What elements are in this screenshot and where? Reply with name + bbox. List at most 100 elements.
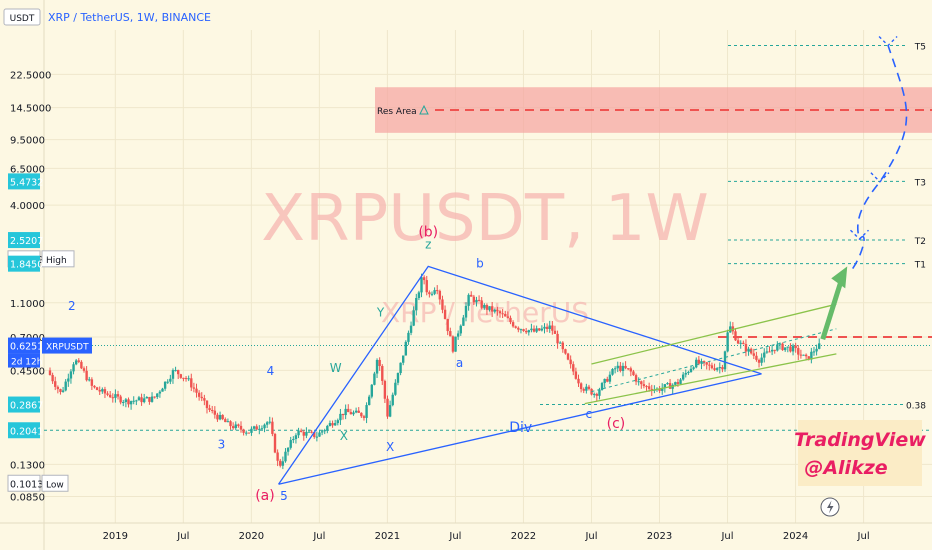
level-label-2: T2 [914,237,926,247]
candle-116 [352,412,355,415]
candle-187 [538,328,541,331]
candle-150 [441,299,444,310]
wave-label-8: 4 [267,364,275,378]
candle-242 [681,374,685,380]
candle-258 [723,351,727,370]
price-box-tag2-bg-4 [8,353,40,368]
candle-191 [548,325,551,329]
candle-196 [561,342,565,350]
candle-202 [577,378,580,384]
price-box-tag-2: High [46,256,67,266]
candle-7 [67,378,70,382]
candle-96 [299,430,303,432]
candle-4 [59,389,62,392]
price-box-tag-4: XRPUSDT [46,343,89,353]
x-tick-5: Jul [448,531,461,542]
candle-204 [582,389,585,391]
wave-label-6: X [340,429,348,443]
candle-177 [511,322,515,327]
candle-161 [470,294,473,297]
candle-44 [163,381,167,389]
y-tick-0: 22.5000 [10,70,51,81]
x-tick-7: Jul [584,531,597,542]
candle-109 [333,423,337,426]
candle-147 [433,290,436,294]
candle-212 [603,378,606,384]
candle-132 [394,382,397,395]
candle-228 [645,386,648,388]
candle-197 [564,349,567,354]
candle-275 [768,351,771,353]
candle-222 [629,368,633,372]
candle-174 [504,313,507,317]
wave-label-15: (c) [607,416,626,432]
candle-293 [815,348,818,352]
y-tick-9: 0.0850 [10,493,45,504]
wave-label-14: c [585,407,592,421]
candle-192 [551,325,554,331]
candle-163 [475,299,478,303]
price-box-tag-bg-4 [42,337,92,354]
candle-36 [142,398,146,403]
candle-130 [388,405,392,417]
candle-189 [543,326,546,329]
candle-199 [569,359,572,365]
y-tick-5: 1.1000 [10,299,45,310]
y-tick-2: 9.5000 [10,136,45,147]
candle-68 [226,421,230,423]
candle-30 [127,399,130,405]
candle-186 [535,328,538,332]
candle-246 [692,367,695,369]
candle-144 [425,280,428,293]
projection-peak-2 [878,35,898,47]
candle-131 [391,394,394,406]
y-tick-8: 0.1300 [10,460,45,471]
x-tick-9: Jul [720,531,733,542]
price-box-7 [7,474,41,492]
candle-291 [810,351,813,360]
candle-188 [540,328,544,331]
candle-153 [449,331,452,337]
x-tick-3: Jul [312,531,325,542]
candle-108 [331,423,334,426]
projection-arrow-head [831,266,848,289]
candle-270 [755,355,758,360]
candle-95 [297,430,300,436]
x-tick-11: Jul [857,531,870,542]
currency-badge[interactable] [3,8,41,26]
x-tick-4: 2021 [375,531,400,542]
candle-290 [807,356,810,360]
candle-47 [171,370,175,379]
candle-28 [122,402,125,404]
y-tick-4: 4.0000 [10,201,45,212]
candle-57 [197,392,201,397]
projection-curve [852,45,908,269]
candle-289 [804,354,808,357]
wave-label-1: z [425,238,431,252]
candle-237 [668,383,672,389]
candle-2 [54,381,57,387]
candle-48 [174,370,177,372]
wave-label-12: (a) [255,488,275,504]
candle-18 [95,387,99,390]
candle-11 [77,360,80,362]
candle-12 [80,361,83,369]
candle-86 [273,433,277,453]
candle-106 [326,425,329,431]
candle-279 [778,343,782,345]
channel-lower [584,353,837,405]
price-box-value-5: 0.2867 [10,401,43,412]
candle-176 [509,317,512,323]
candle-53 [187,378,190,380]
candle-143 [422,277,426,281]
candle-170 [493,309,496,312]
price-box-4 [8,337,40,354]
candle-193 [553,330,557,334]
candle-111 [339,413,342,421]
price-box-value-4: 0.6251 [10,342,43,353]
candle-26 [116,394,120,397]
candle-102 [315,436,319,438]
candle-214 [608,374,612,382]
candle-136 [404,341,408,356]
